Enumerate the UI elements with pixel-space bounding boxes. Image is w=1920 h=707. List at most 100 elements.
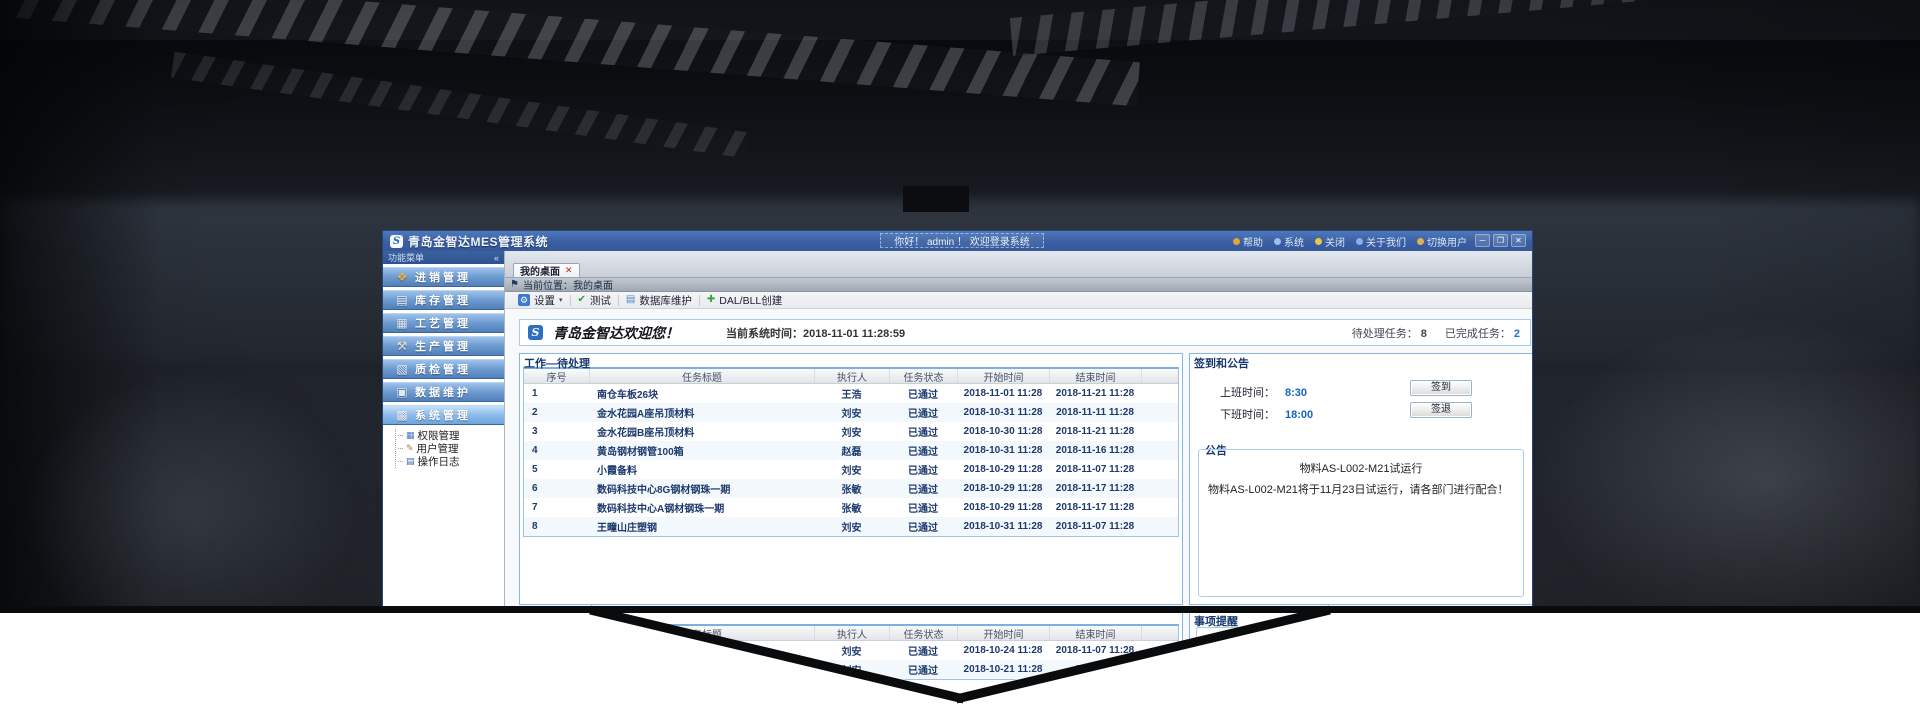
notice-body: 物料AS-L002-M21将于11月23日试运行，请各部门进行配合！ <box>1208 484 1509 496</box>
sidebar-item-process[interactable]: ▦ 工艺管理 <box>383 313 504 333</box>
dal-bll-create-button[interactable]: ✚ DAL/BLL创建 <box>700 292 789 308</box>
restore-button[interactable]: ❐ <box>1493 234 1508 247</box>
photo-ceiling-shadow <box>0 40 1920 200</box>
sidebar-item-label: 生产管理 <box>415 341 471 353</box>
table-cell <box>1141 641 1178 660</box>
sidebar-item-quality[interactable]: ▧ 质检管理 <box>383 359 504 379</box>
menu-item-about[interactable]: 关于我们 <box>1356 234 1406 249</box>
table-row[interactable]: 3 金水花园B座吊顶材料 刘安 已通过 2018-10-30 11:28 2018-11-… <box>524 422 1178 441</box>
table-cell: 2018-10-29 11:28 <box>963 464 1043 475</box>
section-divider-band <box>0 606 1920 613</box>
table-row[interactable]: 4 黄岛钢材钢管100箱 赵磊 已通过 2018-10-31 11:28 2018-11-… <box>524 441 1178 460</box>
table-cell: 2018-11-21 11:28 <box>1055 426 1135 437</box>
menu-item-help[interactable]: 帮助 <box>1233 234 1263 249</box>
process-icon: ▦ <box>396 316 408 330</box>
sidebar-item-label: 库存管理 <box>415 295 471 307</box>
tree-item-user-management[interactable]: ✎ 用户管理 <box>398 442 504 455</box>
tab-my-desktop[interactable]: 我的桌面 ✕ <box>513 263 580 278</box>
table-cell: 2018-10-30 11:28 <box>963 426 1043 437</box>
database-maintenance-button[interactable]: ▤ 数据库维护 <box>619 292 699 308</box>
table-cell: 2018-10-24 11:28 <box>963 645 1043 656</box>
table-cell: 张敏 <box>841 504 862 515</box>
column-header: 开始时间 <box>957 626 1049 641</box>
table-row[interactable]: 2 金水花园A座吊顶材料 刘安 已通过 2018-10-31 11:28 2018-11-… <box>524 403 1178 422</box>
minimize-button[interactable]: ─ <box>1475 234 1490 247</box>
table-row[interactable]: 7 数码科技中心A钢材钢珠一期 张敏 已通过 2018-10-29 11:28 2018-… <box>524 498 1178 517</box>
table-cell: 2018-11-07 11:28 <box>1055 464 1135 475</box>
table-cell: 已通过 <box>908 523 938 534</box>
toolbar-divider <box>698 294 700 306</box>
column-header: 任务状态 <box>889 369 957 384</box>
menu-item-close[interactable]: 关闭 <box>1315 234 1345 249</box>
table-cell: 已通过 <box>908 428 938 439</box>
menu-item-system[interactable]: 系统 <box>1274 234 1304 249</box>
sidebar-tree: ▦ 权限管理 ✎ 用户管理 ▤ 操作日志 <box>383 425 504 468</box>
table-row[interactable]: 8 王疃山庄塑钢 刘安 已通过 2018-10-31 11:28 2018-11-07 1… <box>524 517 1178 536</box>
test-button[interactable]: ✔ 测试 <box>571 292 618 308</box>
photo-dark-fixture <box>903 186 969 212</box>
sign-out-button[interactable]: 签退 <box>1410 402 1472 418</box>
table-cell: 2018-10-31 11:28 <box>963 445 1043 456</box>
menu-label: 关于我们 <box>1366 237 1406 249</box>
column-header <box>1141 369 1178 383</box>
table-cell <box>1141 460 1178 479</box>
login-greeting: 你好！ admin ！ 欢迎登录系统 <box>880 233 1044 248</box>
about-icon <box>1356 237 1363 245</box>
location-bar: ⚑ 当前位置：我的桌面 <box>505 278 1532 292</box>
table-cell: 2018-10-29 11:28 <box>963 483 1043 494</box>
table-cell: 2018-11-16 11:28 <box>1055 445 1135 456</box>
switch-user-icon <box>1417 237 1424 245</box>
menu-item-switch-user[interactable]: 切换用户 <box>1417 234 1467 249</box>
table-row[interactable]: 5 小霞备料 刘安 已通过 2018-10-29 11:28 2018-11-07 11:… <box>524 460 1178 479</box>
notice-label: 公告 <box>1202 442 1230 458</box>
table-header-row: 序号 任务标题 执行人 任务状态 开始时间 结束时间 <box>524 369 1178 384</box>
work-end-time: 18:00 <box>1285 409 1314 421</box>
sidebar-menu: ❖ 进销管理 ▤ 库存管理 ▦ 工艺管理 ⚒ 生产管理 ▧ 质检管理 ▣ 数据维护 ▩ 系统管… <box>383 264 504 425</box>
sign-in-button[interactable]: 签到 <box>1410 380 1472 396</box>
pending-work-table: 序号 任务标题 执行人 任务状态 开始时间 结束时间 1 南仓车板26块 王浩 已通过 2018-… <box>523 367 1179 537</box>
test-icon: ✔ <box>577 294 586 305</box>
table-cell: 王浩 <box>841 390 862 401</box>
table-cell: 1 <box>532 388 538 399</box>
system-time: 当前系统时间：2018-11-01 11:28:59 <box>726 327 906 340</box>
sidebar-item-purchase-sales[interactable]: ❖ 进销管理 <box>383 267 504 287</box>
sidebar-item-system-management[interactable]: ▩ 系统管理 <box>383 405 504 425</box>
tab-bar: 我的桌面 ✕ <box>505 251 1532 278</box>
table-cell <box>1141 517 1178 536</box>
app-logo: S <box>390 234 403 248</box>
work-end-row: 下班时间： 18:00 <box>1220 406 1313 422</box>
table-cell: 2018-10-21 11:28 <box>963 664 1043 675</box>
table-cell: 刘安 <box>841 466 862 477</box>
sidebar-item-inventory[interactable]: ▤ 库存管理 <box>383 290 504 310</box>
table-row[interactable]: 刘安 已通过 2018-10-24 11:28 2018-11-07 11:28 <box>524 641 1178 660</box>
sidebar-item-production[interactable]: ⚒ 生产管理 <box>383 336 504 356</box>
table-row[interactable]: 1 南仓车板26块 王浩 已通过 2018-11-01 11:28 2018-11-21 … <box>524 384 1178 403</box>
table-cell: 已通过 <box>908 666 938 677</box>
inventory-icon: ▤ <box>396 293 408 307</box>
notice-box: 物料AS-L002-M21试运行 物料AS-L002-M21将于11月23日试运… <box>1198 449 1524 597</box>
table-row[interactable]: 刘安 已通过 2018-10-21 11:28 2018-11- <box>524 660 1178 679</box>
app-title: 青岛金智达MES管理系统 <box>408 234 549 249</box>
sidebar-header-label: 功能菜单 <box>388 253 425 263</box>
titlebar-menu: 帮助 系统 关闭 关于我们 切换用户 <box>1233 231 1467 251</box>
sidebar-header: 功能菜单 « <box>383 251 504 264</box>
table-cell <box>1141 479 1178 498</box>
production-icon: ⚒ <box>396 339 408 353</box>
tree-item-permission[interactable]: ▦ 权限管理 <box>398 429 504 442</box>
tree-item-label: 操作日志 <box>417 456 460 468</box>
settings-button[interactable]: ⚙ 设置 ▾ <box>511 292 570 308</box>
welcome-text: 青岛金智达欢迎您！ <box>553 325 679 342</box>
table-cell: 2018-11-21 11:28 <box>1055 388 1135 399</box>
close-button[interactable]: ✕ <box>1511 234 1526 247</box>
table-cell: 已通过 <box>908 409 938 420</box>
tree-item-operation-log[interactable]: ▤ 操作日志 <box>398 455 504 468</box>
tab-close-icon[interactable]: ✕ <box>565 265 573 275</box>
window-controls: ─ ❐ ✕ <box>1475 234 1526 247</box>
sidebar-item-data-maintenance[interactable]: ▣ 数据维护 <box>383 382 504 402</box>
table-row[interactable]: 6 数码科技中心8G钢材钢珠一期 张敏 已通过 2018-10-29 11:28 2018… <box>524 479 1178 498</box>
collapse-icon[interactable]: « <box>493 252 499 263</box>
flag-icon: ⚑ <box>510 278 519 290</box>
column-header: 序号 <box>546 629 567 641</box>
completed-work-table: 序号 任务标题 执行人 任务状态 开始时间 结束时间 刘安 已通过 2018-10-24 11… <box>523 624 1179 680</box>
